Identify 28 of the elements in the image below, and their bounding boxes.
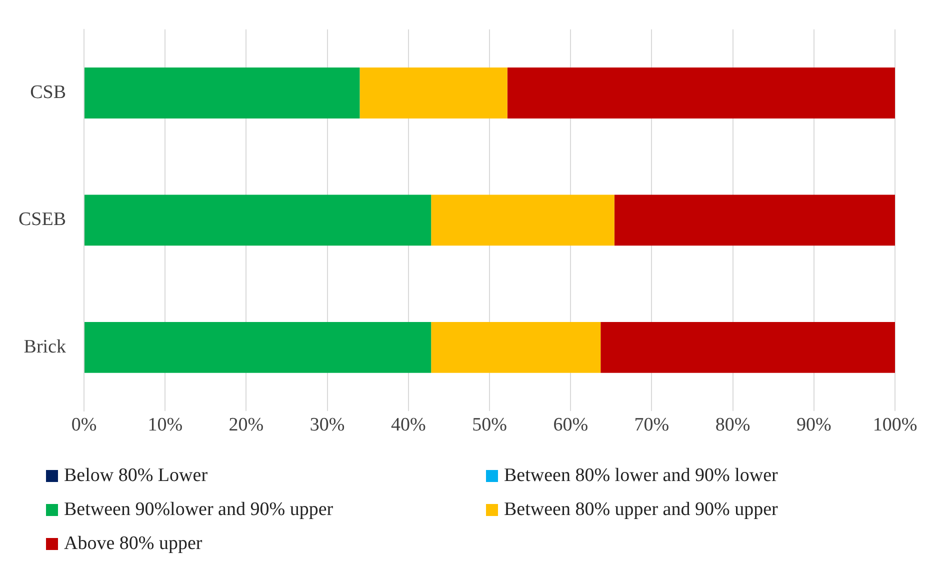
x-tick-label: 70% (634, 414, 670, 436)
x-tick-label: 20% (228, 414, 264, 436)
bar (600, 322, 895, 373)
bar (431, 194, 614, 246)
x-tick-label: 80% (715, 414, 750, 436)
bar (84, 68, 360, 118)
bar (84, 322, 432, 373)
bar (360, 68, 508, 118)
y-tick-label: Brick (24, 336, 66, 358)
bar (614, 194, 895, 246)
bar (431, 322, 601, 373)
x-tick-label: 90% (796, 414, 832, 436)
legend-label: Between 80% upper and 90% upper (504, 499, 778, 521)
x-tick-label: 60% (553, 414, 588, 436)
bar (84, 194, 432, 246)
legend-label: Between 90%lower and 90% upper (64, 499, 334, 521)
y-tick-label: CSB (30, 82, 66, 103)
x-tick-label: 0% (71, 414, 97, 436)
x-tick-label: 50% (472, 414, 508, 436)
bar (507, 68, 895, 118)
x-tick-label: 10% (148, 414, 183, 436)
x-tick-label: 40% (390, 414, 426, 436)
legend-label: Below 80% Lower (64, 465, 208, 487)
y-tick-label: CSEB (18, 209, 66, 230)
legend-label: Above 80% upper (64, 533, 202, 555)
x-tick-label: 100% (872, 414, 918, 436)
legend-label: Between 80% lower and 90% lower (504, 465, 778, 487)
x-tick-label: 30% (310, 414, 345, 436)
